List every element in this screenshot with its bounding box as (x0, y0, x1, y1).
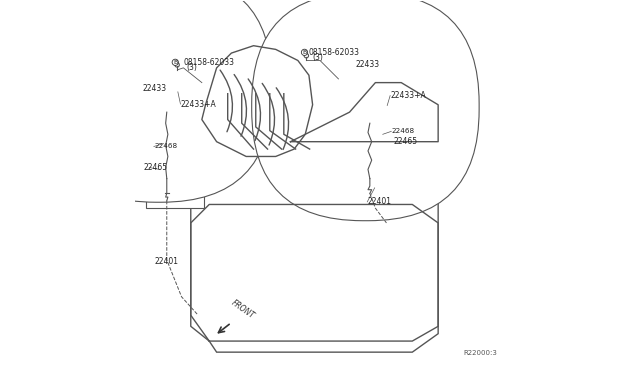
Text: 22468: 22468 (155, 144, 178, 150)
Text: 08158-62033: 08158-62033 (184, 58, 234, 67)
Bar (348, 79, 405, 197)
FancyBboxPatch shape (154, 84, 180, 103)
Text: 22465: 22465 (394, 137, 418, 146)
Text: 22433: 22433 (355, 60, 380, 69)
Text: 22401: 22401 (368, 198, 392, 206)
FancyBboxPatch shape (360, 99, 388, 118)
Text: 22433+A: 22433+A (390, 91, 426, 100)
Text: 22433+A: 22433+A (180, 100, 216, 109)
Text: 22468: 22468 (392, 128, 415, 134)
Text: 22465: 22465 (143, 163, 168, 172)
Text: 22401: 22401 (155, 257, 179, 266)
Text: R22000:3: R22000:3 (463, 350, 497, 356)
Text: (3): (3) (186, 63, 197, 72)
Text: FRONT: FRONT (230, 298, 256, 321)
Text: 08158-62033: 08158-62033 (309, 48, 360, 57)
Text: 22433: 22433 (143, 84, 167, 93)
FancyBboxPatch shape (45, 0, 272, 202)
FancyBboxPatch shape (252, 0, 479, 221)
Text: B: B (173, 60, 177, 65)
Bar (147, 71, 204, 208)
Text: (3): (3) (312, 53, 323, 62)
Text: B: B (302, 50, 307, 55)
